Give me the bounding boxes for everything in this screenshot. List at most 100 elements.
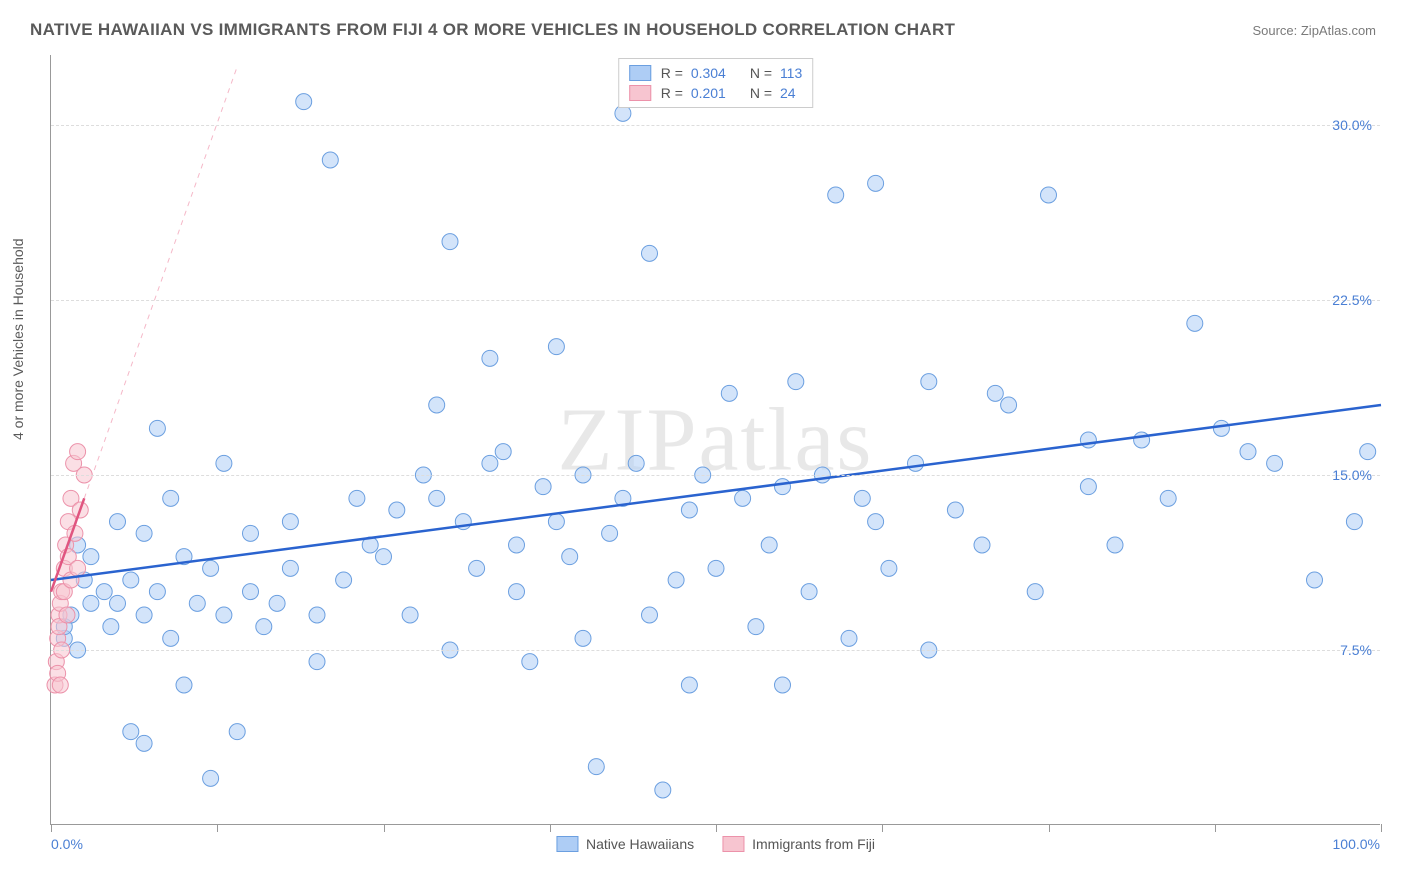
legend-series-label: Immigrants from Fiji (752, 836, 875, 852)
data-point (628, 455, 644, 471)
data-point (509, 537, 525, 553)
trend-line (51, 405, 1381, 580)
data-point (110, 514, 126, 530)
data-point (482, 455, 498, 471)
data-point (1160, 490, 1176, 506)
legend-r-label: R = 0.201 (661, 85, 726, 101)
data-point (575, 630, 591, 646)
data-point (1346, 514, 1362, 530)
data-point (282, 560, 298, 576)
data-point (59, 607, 75, 623)
data-point (708, 560, 724, 576)
legend-correlation: R = 0.304 N = 113 R = 0.201 N = 24 (618, 58, 814, 108)
legend-swatch (629, 85, 651, 101)
data-point (562, 549, 578, 565)
data-point (748, 619, 764, 635)
data-point (868, 514, 884, 530)
data-point (1041, 187, 1057, 203)
legend-series-item: Immigrants from Fiji (722, 836, 875, 852)
data-point (83, 549, 99, 565)
x-tick (384, 824, 385, 832)
data-point (548, 514, 564, 530)
data-point (429, 397, 445, 413)
data-point (548, 339, 564, 355)
data-point (216, 607, 232, 623)
legend-r-label: R = 0.304 (661, 65, 726, 81)
data-point (176, 677, 192, 693)
data-point (801, 584, 817, 600)
data-point (349, 490, 365, 506)
legend-n-label: N = 24 (750, 85, 796, 101)
data-point (442, 234, 458, 250)
data-point (203, 560, 219, 576)
y-tick-label: 7.5% (1340, 642, 1372, 658)
data-point (149, 584, 165, 600)
y-tick-label: 30.0% (1332, 117, 1372, 133)
data-point (681, 677, 697, 693)
data-point (469, 560, 485, 576)
legend-series-item: Native Hawaiians (556, 836, 694, 852)
legend-series-label: Native Hawaiians (586, 836, 694, 852)
chart-source: Source: ZipAtlas.com (1252, 23, 1376, 38)
x-tick (882, 824, 883, 832)
legend-r-value: 0.304 (691, 65, 726, 81)
data-point (136, 607, 152, 623)
gridline (51, 300, 1380, 301)
y-axis-label: 4 or more Vehicles in Household (10, 238, 26, 440)
gridline (51, 475, 1380, 476)
data-point (296, 94, 312, 110)
data-point (721, 385, 737, 401)
data-point (189, 595, 205, 611)
gridline (51, 125, 1380, 126)
data-point (376, 549, 392, 565)
data-point (1134, 432, 1150, 448)
data-point (1240, 444, 1256, 460)
data-point (1107, 537, 1123, 553)
data-point (1267, 455, 1283, 471)
data-point (761, 537, 777, 553)
data-point (1080, 479, 1096, 495)
data-point (495, 444, 511, 460)
x-axis-min-label: 0.0% (51, 836, 83, 852)
x-tick (1381, 824, 1382, 832)
data-point (535, 479, 551, 495)
data-point (509, 584, 525, 600)
data-point (642, 607, 658, 623)
legend-swatch (722, 836, 744, 852)
data-point (123, 572, 139, 588)
data-point (243, 584, 259, 600)
x-tick (550, 824, 551, 832)
data-point (735, 490, 751, 506)
data-point (987, 385, 1003, 401)
data-point (243, 525, 259, 541)
data-point (229, 724, 245, 740)
data-point (655, 782, 671, 798)
data-point (1027, 584, 1043, 600)
x-tick (217, 824, 218, 832)
plot-area: ZIPatlas R = 0.304N = 113R = 0.201N = 24… (50, 55, 1380, 825)
data-point (52, 677, 68, 693)
data-point (256, 619, 272, 635)
data-point (70, 444, 86, 460)
data-point (1080, 432, 1096, 448)
legend-n-label: N = 113 (750, 65, 802, 81)
x-tick (1215, 824, 1216, 832)
data-point (103, 619, 119, 635)
legend-swatch (556, 836, 578, 852)
legend-series: Native Hawaiians Immigrants from Fiji (556, 836, 875, 852)
data-point (775, 479, 791, 495)
data-point (482, 350, 498, 366)
data-point (123, 724, 139, 740)
gridline (51, 650, 1380, 651)
data-point (868, 175, 884, 191)
title-bar: NATIVE HAWAIIAN VS IMMIGRANTS FROM FIJI … (30, 20, 1376, 40)
data-point (96, 584, 112, 600)
x-tick (1049, 824, 1050, 832)
data-point (854, 490, 870, 506)
data-point (110, 595, 126, 611)
data-point (136, 525, 152, 541)
data-point (1187, 315, 1203, 331)
data-point (309, 607, 325, 623)
data-point (389, 502, 405, 518)
data-point (522, 654, 538, 670)
